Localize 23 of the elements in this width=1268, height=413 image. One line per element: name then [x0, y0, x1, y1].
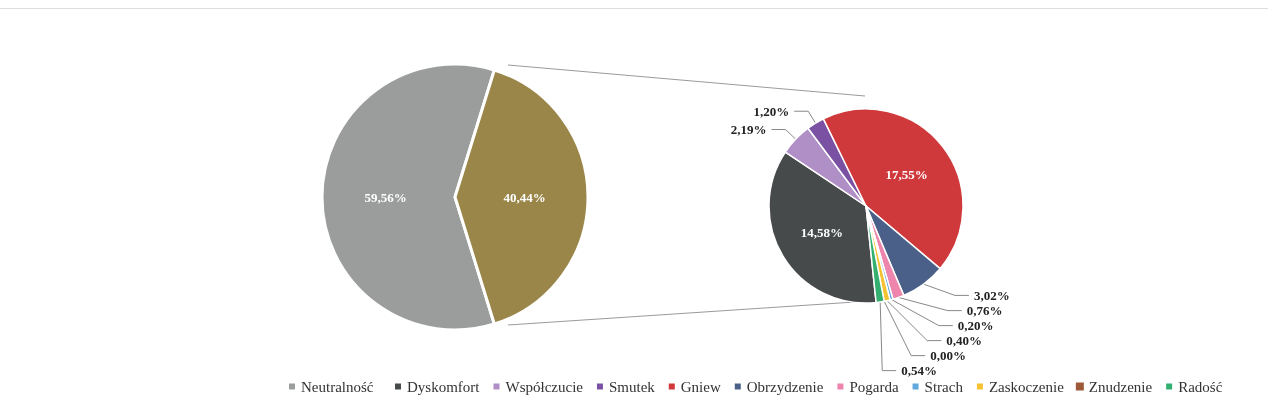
data-label: 59,56% [364, 189, 407, 205]
legend-label: Obrzydzenie [746, 378, 824, 395]
legend-label: Współczucie [505, 378, 584, 395]
legend-label: Gniew [680, 378, 721, 395]
data-label: 2,19% [730, 122, 767, 138]
legend-label: Znudzenie [1088, 378, 1153, 395]
legend-label: Dyskomfort [407, 378, 481, 395]
data-label: 17,55% [885, 166, 928, 182]
data-label: 0,40% [946, 333, 982, 349]
legend-label: Neutralność [301, 378, 374, 395]
data-label: 0,54% [901, 363, 937, 379]
text: 0,00% [930, 348, 966, 364]
data-label: 14,58% [800, 225, 844, 241]
data-label: 40,44% [503, 189, 546, 205]
legend-label: Zaskoczenie [988, 378, 1065, 395]
legend-label: Radość [1178, 378, 1223, 395]
legend-label: Strach [924, 378, 964, 395]
legend-label: Smutek [608, 378, 656, 395]
data-label: 0,20% [957, 318, 994, 334]
legend-label: Pogarda [849, 378, 899, 395]
data-label: 1,20% [753, 103, 790, 119]
data-label: 0,76% [966, 303, 1003, 319]
data-label: 3,02% [973, 287, 1010, 303]
